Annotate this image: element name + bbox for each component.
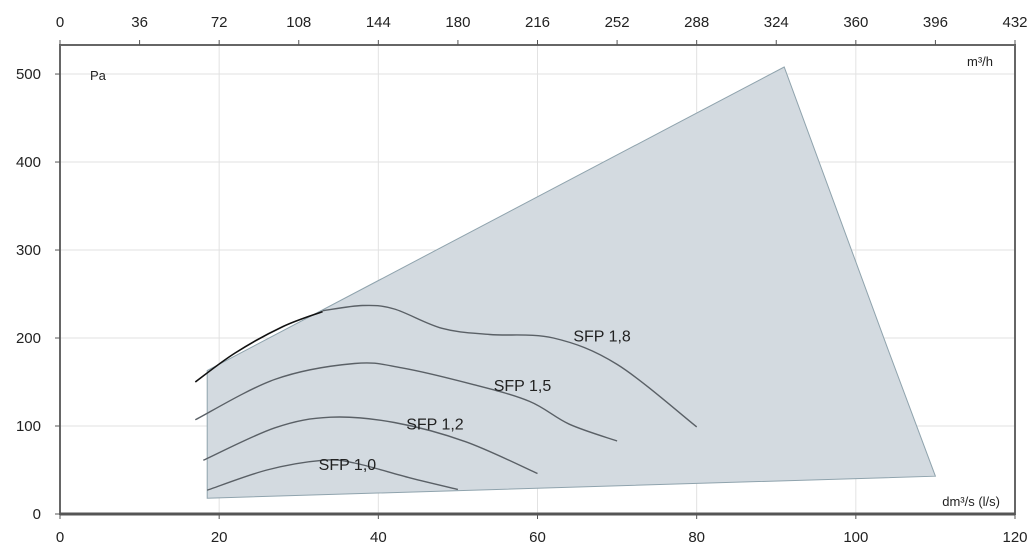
- curve-sfp-1-2: [203, 416, 538, 475]
- y-tick-label: 400: [16, 154, 41, 171]
- curve-sfp-1-0: [206, 459, 459, 491]
- y-tick-label: 200: [16, 330, 41, 347]
- x2-tick-label: 396: [923, 14, 948, 31]
- y-tick-label: 100: [16, 418, 41, 435]
- sfp-label: SFP 1,2: [406, 417, 464, 434]
- x-tick-label: 60: [529, 529, 546, 546]
- x-tick-label: 20: [211, 529, 228, 546]
- sfp-label: SFP 1,0: [319, 457, 377, 474]
- curve-sfp-1-8: [322, 304, 698, 428]
- x-tick-label: 100: [843, 529, 868, 546]
- x2-tick-label: 360: [843, 14, 868, 31]
- x2-tick-label: 252: [605, 14, 630, 31]
- x-primary-unit-label: dm³/s (l/s): [942, 494, 1000, 509]
- max-curve-4: [194, 310, 323, 383]
- tick-labels: 0 20 40 60 80 100 120 0 36 72 108 144 180 216 252 288 32…: [16, 14, 1028, 546]
- curve-sfp-1-5: [194, 362, 618, 442]
- x2-tick-label: 324: [764, 14, 789, 31]
- x2-tick-label: 180: [445, 14, 470, 31]
- y-tick-label: 300: [16, 242, 41, 259]
- x2-tick-label: 144: [366, 14, 391, 31]
- x2-tick-label: 72: [211, 14, 228, 31]
- x2-tick-label: 0: [56, 14, 64, 31]
- y-unit-label: Pa: [90, 68, 107, 83]
- x-tick-label: 120: [1002, 529, 1027, 546]
- y-tick-label: 0: [33, 506, 41, 523]
- x-tick-label: 0: [56, 529, 64, 546]
- x-tick-label: 80: [688, 529, 705, 546]
- operating-area-shape: [206, 66, 937, 499]
- plot-frame: [55, 40, 1016, 519]
- x2-tick-label: 108: [286, 14, 311, 31]
- x2-tick-label: 216: [525, 14, 550, 31]
- x-tick-label: 40: [370, 529, 387, 546]
- sfp-label: SFP 1,8: [573, 329, 631, 346]
- x2-tick-label: 36: [131, 14, 148, 31]
- x2-tick-label: 288: [684, 14, 709, 31]
- curve-series: [194, 304, 698, 491]
- x2-tick-label: 432: [1002, 14, 1027, 31]
- curve-labels: SFP 1,0 SFP 1,2 SFP 1,5 SFP 1,8: [319, 329, 631, 474]
- x-secondary-unit-label: m³/h: [967, 54, 993, 69]
- operating-area: [206, 66, 937, 499]
- y-tick-label: 500: [16, 66, 41, 83]
- sfp-label: SFP 1,5: [494, 378, 552, 395]
